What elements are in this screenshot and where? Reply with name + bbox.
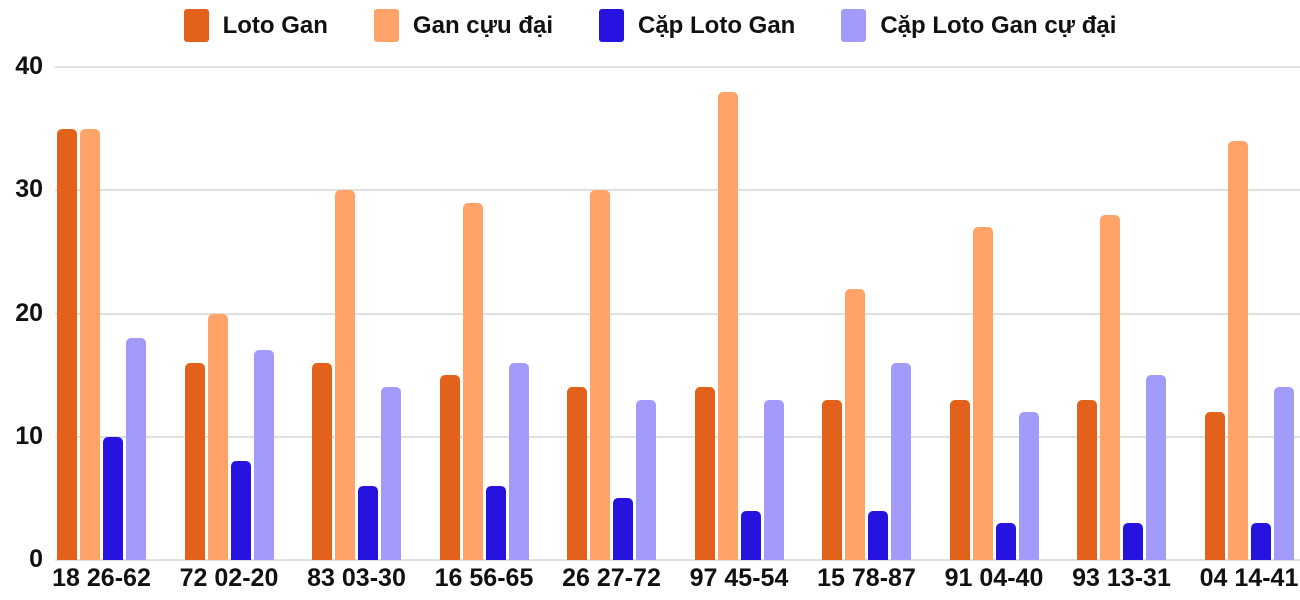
bar-cặp-loto-gan-cự-đại-93-13-31: [1146, 375, 1166, 560]
bar-cặp-loto-gan-91-04-40: [995, 523, 1016, 560]
x-axis-category-label: 26 27-72: [562, 564, 661, 592]
bar-gan-cựu-đại-15-78-87: [845, 288, 865, 560]
gridline-y-40: [55, 66, 1300, 68]
bar-cặp-loto-gan-cự-đại-18-26-62: [126, 338, 146, 560]
legend-swatch-icon: [373, 9, 399, 42]
bar-cặp-loto-gan-15-78-87: [868, 510, 888, 560]
y-axis-tick-label: 10: [15, 421, 43, 450]
x-axis-category-label: 18 26-62: [52, 564, 151, 592]
bar-group-04-14-41: [1204, 67, 1294, 560]
bar-group-83-03-30: [312, 67, 401, 560]
bar-loto-gan-18-26-62: [57, 128, 77, 560]
legend-item-3[interactable]: Cặp Loto Gan: [599, 9, 795, 42]
bar-cặp-loto-gan-cự-đại-04-14-41: [1273, 387, 1294, 560]
x-axis-category-label: 72 02-20: [179, 564, 279, 592]
bar-cặp-loto-gan-72-02-20: [230, 461, 251, 560]
x-axis-category-label: 16 56-65: [434, 564, 534, 592]
legend-item-2[interactable]: Gan cựu đại: [373, 9, 553, 42]
bar-group-91-04-40: [949, 67, 1039, 560]
bar-gan-cựu-đại-93-13-31: [1100, 214, 1120, 560]
bar-loto-gan-91-04-40: [949, 399, 970, 560]
y-axis-tick-label: 20: [15, 298, 43, 327]
bar-cặp-loto-gan-cự-đại-72-02-20: [253, 350, 274, 560]
chart-legend: Loto Gan Gan cựu đại Cặp Loto Gan Cặp Loto …: [0, 9, 1300, 42]
y-axis-tick-label: 40: [15, 52, 43, 80]
bar-group-93-13-31: [1077, 67, 1166, 560]
bar-loto-gan-93-13-31: [1077, 399, 1097, 560]
bar-cặp-loto-gan-16-56-65: [485, 486, 506, 560]
gridline-y-20: [55, 312, 1300, 315]
legend-swatch-icon: [183, 9, 209, 42]
bar-gan-cựu-đại-83-03-30: [335, 190, 355, 560]
bar-loto-gan-83-03-30: [312, 362, 332, 560]
legend-swatch-icon: [599, 9, 624, 42]
bar-cặp-loto-gan-18-26-62: [103, 436, 123, 560]
bar-gan-cựu-đại-26-27-72: [590, 190, 610, 560]
gridline-y-10: [55, 435, 1300, 438]
x-axis-category-label: 93 13-31: [1072, 564, 1171, 592]
bar-gan-cựu-đại-18-26-62: [80, 128, 100, 560]
legend-swatch-icon: [841, 9, 867, 42]
bar-group-26-27-72: [567, 67, 656, 560]
bar-group-15-78-87: [822, 67, 911, 560]
bar-gan-cựu-đại-16-56-65: [462, 202, 483, 560]
legend-label: Cặp Loto Gan cự đại: [880, 11, 1117, 39]
bar-loto-gan-26-27-72: [567, 387, 587, 560]
bar-cặp-loto-gan-cự-đại-16-56-65: [508, 362, 529, 560]
bar-gan-cựu-đại-97-45-54: [717, 91, 738, 560]
bar-cặp-loto-gan-cự-đại-83-03-30: [381, 387, 401, 560]
bar-cặp-loto-gan-97-45-54: [740, 510, 761, 560]
bar-loto-gan-15-78-87: [822, 399, 842, 560]
bar-group-97-45-54: [694, 67, 784, 560]
x-axis-category-label: 04 14-41: [1199, 564, 1299, 592]
y-axis-tick-label: 30: [15, 175, 43, 204]
bar-cặp-loto-gan-26-27-72: [613, 498, 633, 560]
gridline-y-30: [55, 189, 1300, 192]
y-axis-tick-label: 0: [29, 545, 43, 573]
bar-loto-gan-97-45-54: [694, 387, 715, 560]
bar-cặp-loto-gan-93-13-31: [1123, 523, 1143, 560]
x-axis-category-label: 15 78-87: [817, 564, 916, 592]
x-axis-category-label: 83 03-30: [307, 564, 406, 592]
bar-loto-gan-72-02-20: [184, 362, 205, 560]
bar-cặp-loto-gan-cự-đại-91-04-40: [1018, 412, 1039, 560]
legend-label: Loto Gan: [222, 11, 328, 39]
bar-loto-gan-16-56-65: [439, 375, 460, 560]
bar-cặp-loto-gan-cự-đại-97-45-54: [763, 399, 784, 560]
bar-group-72-02-20: [184, 67, 274, 560]
legend-item-1[interactable]: Loto Gan: [183, 9, 328, 42]
bar-group-16-56-65: [439, 67, 529, 560]
legend-label: Cặp Loto Gan: [638, 11, 796, 39]
x-axis-category-label: 91 04-40: [944, 564, 1044, 592]
bar-loto-gan-04-14-41: [1204, 412, 1225, 560]
gridline-y-0: [55, 559, 1300, 561]
bar-cặp-loto-gan-04-14-41: [1250, 523, 1271, 560]
bar-cặp-loto-gan-83-03-30: [358, 486, 378, 560]
bar-group-18-26-62: [57, 67, 146, 560]
x-axis-category-label: 97 45-54: [689, 564, 789, 592]
bar-gan-cựu-đại-72-02-20: [207, 313, 228, 560]
bar-gan-cựu-đại-04-14-41: [1227, 140, 1248, 560]
bar-cặp-loto-gan-cự-đại-26-27-72: [636, 399, 656, 560]
bar-gan-cựu-đại-91-04-40: [972, 227, 993, 560]
legend-label: Gan cựu đại: [412, 11, 553, 39]
bar-cặp-loto-gan-cự-đại-15-78-87: [891, 362, 911, 560]
legend-item-4[interactable]: Cặp Loto Gan cự đại: [841, 9, 1116, 42]
plot-area: [55, 66, 1300, 561]
